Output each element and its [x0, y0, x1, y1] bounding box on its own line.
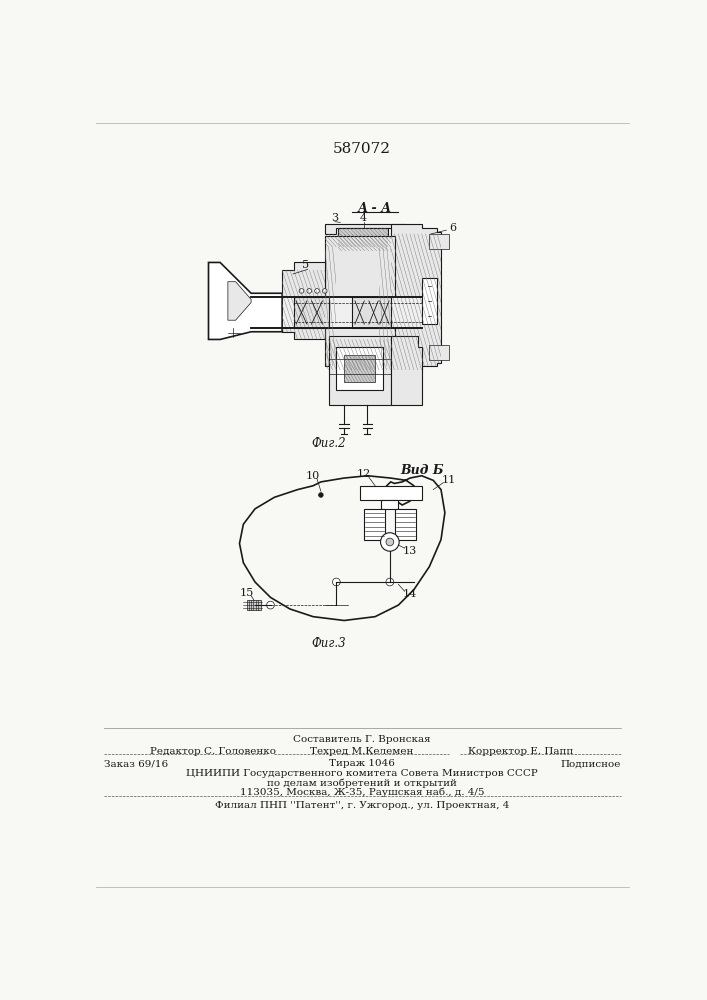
- Circle shape: [332, 578, 340, 586]
- Text: Редактор С. Головенко: Редактор С. Головенко: [151, 747, 276, 756]
- Text: Подписное: Подписное: [561, 759, 621, 768]
- Circle shape: [299, 289, 304, 293]
- Circle shape: [319, 493, 323, 497]
- Text: Корректор Е. Папп: Корректор Е. Папп: [467, 747, 573, 756]
- Circle shape: [315, 289, 320, 293]
- Circle shape: [386, 538, 394, 546]
- Text: 15: 15: [240, 588, 255, 598]
- FancyBboxPatch shape: [360, 486, 421, 500]
- FancyBboxPatch shape: [381, 500, 398, 509]
- Polygon shape: [282, 262, 325, 339]
- FancyBboxPatch shape: [395, 509, 416, 540]
- Text: 587072: 587072: [333, 142, 391, 156]
- Text: Составитель Г. Вронская: Составитель Г. Вронская: [293, 735, 431, 744]
- Text: А - А: А - А: [358, 202, 392, 215]
- FancyBboxPatch shape: [338, 228, 388, 251]
- Text: 12: 12: [356, 469, 370, 479]
- Text: 11: 11: [442, 475, 456, 485]
- Circle shape: [380, 533, 399, 551]
- Circle shape: [267, 601, 274, 609]
- Text: 14: 14: [403, 589, 417, 599]
- FancyBboxPatch shape: [421, 278, 437, 324]
- Circle shape: [322, 289, 327, 293]
- Text: ЦНИИПИ Государственного комитета Совета Министров СССР: ЦНИИПИ Государственного комитета Совета …: [186, 769, 538, 778]
- Circle shape: [386, 578, 394, 586]
- Text: Фиг.2: Фиг.2: [311, 437, 346, 450]
- Text: 4: 4: [360, 213, 367, 223]
- FancyBboxPatch shape: [293, 297, 329, 328]
- Text: 5: 5: [302, 260, 309, 270]
- FancyBboxPatch shape: [337, 347, 383, 389]
- FancyBboxPatch shape: [251, 301, 267, 324]
- Polygon shape: [228, 282, 251, 320]
- FancyBboxPatch shape: [352, 297, 391, 328]
- FancyBboxPatch shape: [429, 234, 449, 249]
- FancyBboxPatch shape: [429, 345, 449, 360]
- Text: 10: 10: [306, 471, 320, 481]
- Text: 13: 13: [403, 546, 417, 556]
- FancyBboxPatch shape: [344, 355, 375, 382]
- Polygon shape: [329, 336, 391, 405]
- Text: Заказ 69/16: Заказ 69/16: [104, 759, 168, 768]
- Text: 6: 6: [449, 223, 456, 233]
- Polygon shape: [325, 224, 406, 234]
- Text: 3: 3: [332, 213, 339, 223]
- Polygon shape: [391, 336, 421, 405]
- Text: Техред М.Келемен: Техред М.Келемен: [310, 747, 414, 756]
- Text: Фиг.3: Фиг.3: [311, 637, 346, 650]
- Polygon shape: [325, 235, 395, 370]
- FancyBboxPatch shape: [363, 509, 385, 540]
- Text: по делам изобретений и открытий: по делам изобретений и открытий: [267, 778, 457, 788]
- Text: 113035, Москва, Ж-35, Раушская наб., д. 4/5: 113035, Москва, Ж-35, Раушская наб., д. …: [240, 787, 484, 797]
- Polygon shape: [391, 224, 441, 370]
- FancyBboxPatch shape: [247, 600, 261, 610]
- FancyBboxPatch shape: [251, 297, 421, 328]
- Polygon shape: [209, 262, 282, 339]
- Text: Филиал ПНП ''Патент'', г. Ужгород., ул. Проектная, 4: Филиал ПНП ''Патент'', г. Ужгород., ул. …: [215, 801, 509, 810]
- Circle shape: [307, 289, 312, 293]
- Text: Тираж 1046: Тираж 1046: [329, 759, 395, 768]
- Text: Вид Б: Вид Б: [400, 464, 443, 477]
